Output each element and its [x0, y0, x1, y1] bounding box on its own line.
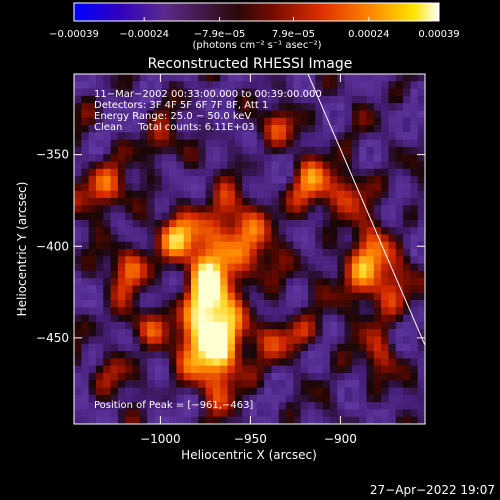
annotation-time-range: 11−Mar−2002 00:33:00.000 to 00:39:00.000 [94, 89, 322, 100]
x-tick-label: −1000 [140, 432, 181, 446]
colorbar-tick-label: −7.9e−05 [194, 29, 246, 40]
colorbar-ticks: −0.00039 −0.00024 −7.9e−05 7.9e−05 0.00024 0.… [49, 17, 460, 40]
y-tick-label: −450 [36, 331, 69, 345]
annotation-detectors: Detectors: 3F 4F 5F 6F 7F 8F, Att 1 [94, 100, 268, 111]
colorbar-units-label: (photons cm⁻² s⁻¹ asec⁻²) [192, 40, 321, 51]
plot-frame [73, 73, 426, 425]
colorbar-tick-label: 0.00039 [418, 29, 459, 40]
x-tick-label: −900 [324, 432, 357, 446]
chart-title: Reconstructed RHESSI Image [148, 56, 353, 72]
x-axis-label: Heliocentric X (arcsec) [181, 448, 317, 462]
solar-limb-line [307, 74, 425, 346]
y-tick-label: −350 [36, 148, 69, 162]
colorbar-tick-label: −0.00024 [119, 29, 169, 40]
annotation-energy-range: Energy Range: 25.0 − 50.0 keV [94, 111, 251, 122]
colorbar-tick-label: 7.9e−05 [272, 29, 315, 40]
y-tick-label: −400 [36, 239, 69, 253]
annotation-clean-counts: Clean Total counts: 6.11E+03 [94, 122, 254, 133]
colorbar [73, 2, 440, 22]
footer-date: 27−Apr−2022 19:07 [370, 483, 495, 497]
x-tick-label: −950 [234, 432, 267, 446]
y-axis-label: Heliocentric Y (arcsec) [15, 182, 29, 317]
annotation-peak-position: Position of Peak = [−961,−463] [94, 400, 253, 411]
colorbar-tick-label: −0.00039 [49, 29, 99, 40]
heatmap-image [74, 74, 425, 424]
plot-ticks: −1000 −950 −900 −350 −400 −450 [36, 74, 425, 446]
colorbar-tick-label: 0.00024 [348, 29, 389, 40]
